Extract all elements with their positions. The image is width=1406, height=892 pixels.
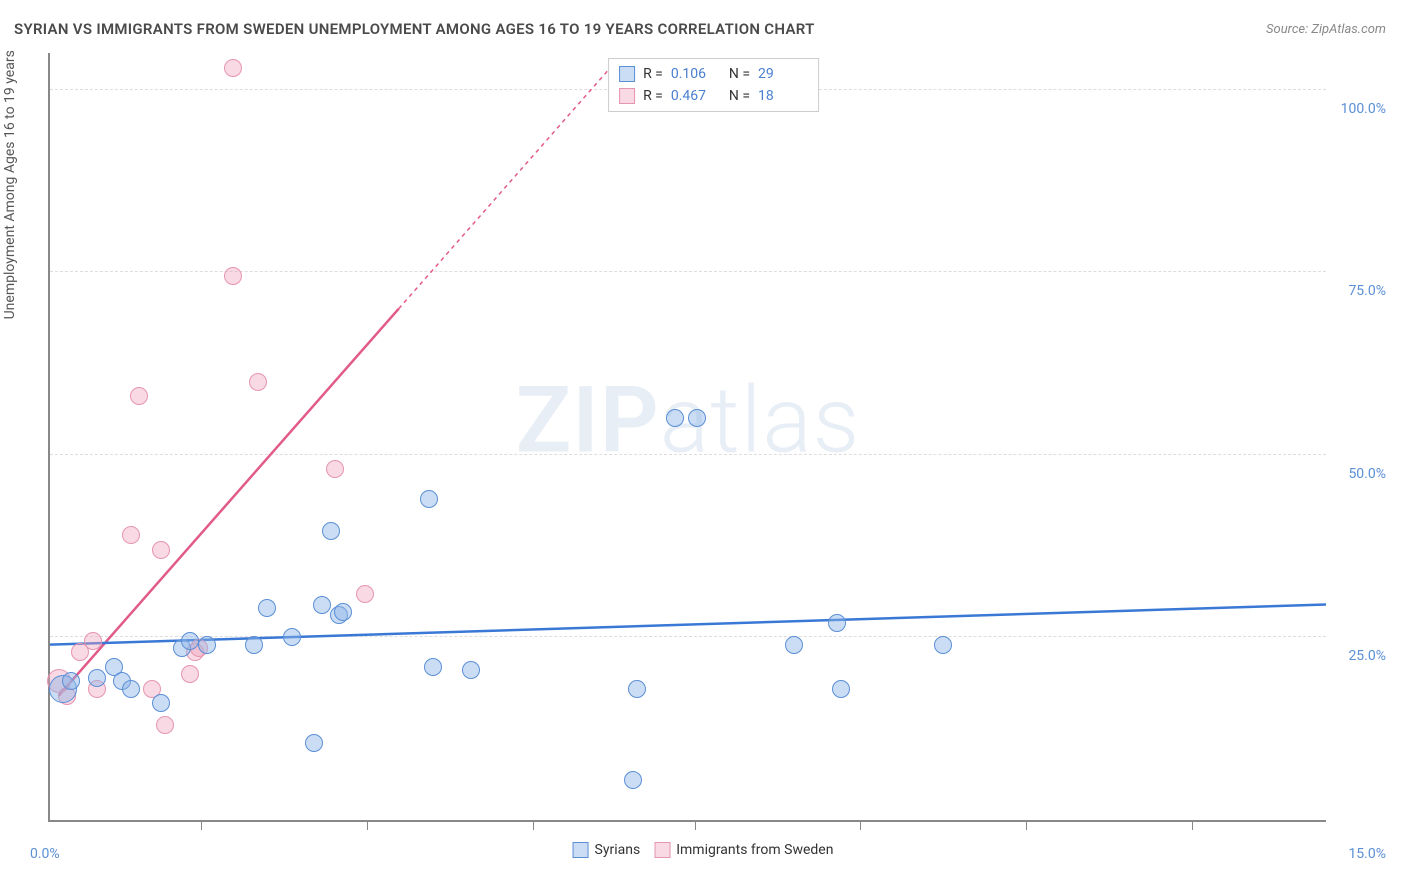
r-label: R = bbox=[643, 85, 663, 107]
data-point bbox=[224, 59, 242, 77]
data-point bbox=[828, 614, 846, 632]
y-tick-label: 25.0% bbox=[1348, 648, 1386, 664]
data-point bbox=[334, 603, 352, 621]
n-label: N = bbox=[729, 63, 750, 85]
data-point bbox=[283, 628, 301, 646]
data-point bbox=[313, 596, 331, 614]
data-point bbox=[628, 680, 646, 698]
data-point bbox=[245, 636, 263, 654]
data-point bbox=[326, 460, 344, 478]
r-value-syrians: 0.106 bbox=[671, 63, 721, 85]
chart-title: SYRIAN VS IMMIGRANTS FROM SWEDEN UNEMPLO… bbox=[14, 20, 815, 38]
data-point bbox=[122, 680, 140, 698]
data-point bbox=[122, 526, 140, 544]
legend-swatch-sweden bbox=[654, 842, 670, 858]
x-axis-min-label: 0.0% bbox=[30, 846, 60, 862]
data-point bbox=[88, 669, 106, 687]
y-tick-label: 50.0% bbox=[1348, 466, 1386, 482]
x-tick bbox=[201, 822, 202, 830]
legend-item-syrians: Syrians bbox=[573, 842, 641, 858]
plot-area: ZIPatlas bbox=[48, 53, 1326, 822]
n-value-sweden: 18 bbox=[758, 85, 808, 107]
x-tick bbox=[1026, 822, 1027, 830]
source-attribution: Source: ZipAtlas.com bbox=[1266, 22, 1386, 37]
data-point bbox=[224, 267, 242, 285]
data-point bbox=[934, 636, 952, 654]
x-tick bbox=[860, 822, 861, 830]
data-point bbox=[462, 661, 480, 679]
x-tick bbox=[695, 822, 696, 830]
x-tick bbox=[1192, 822, 1193, 830]
legend-label-syrians: Syrians bbox=[595, 842, 641, 858]
n-value-syrians: 29 bbox=[758, 63, 808, 85]
trend-line bbox=[59, 309, 399, 696]
data-point bbox=[152, 541, 170, 559]
data-point bbox=[258, 599, 276, 617]
legend-swatch-syrians bbox=[619, 66, 635, 82]
stats-legend-row: R = 0.106 N = 29 bbox=[619, 63, 808, 85]
data-point bbox=[62, 672, 80, 690]
trend-lines-svg bbox=[50, 53, 1326, 820]
data-point bbox=[785, 636, 803, 654]
x-tick bbox=[367, 822, 368, 830]
x-axis-max-label: 15.0% bbox=[1348, 846, 1386, 862]
data-point bbox=[322, 522, 340, 540]
chart-container: SYRIAN VS IMMIGRANTS FROM SWEDEN UNEMPLO… bbox=[0, 0, 1406, 892]
data-point bbox=[624, 771, 642, 789]
data-point bbox=[420, 490, 438, 508]
data-point bbox=[688, 409, 706, 427]
data-point bbox=[181, 632, 199, 650]
n-label: N = bbox=[729, 85, 750, 107]
data-point bbox=[130, 387, 148, 405]
r-value-sweden: 0.467 bbox=[671, 85, 721, 107]
series-legend: Syrians Immigrants from Sweden bbox=[573, 842, 834, 858]
trend-line bbox=[50, 605, 1326, 645]
stats-legend: R = 0.106 N = 29 R = 0.467 N = 18 bbox=[608, 58, 819, 112]
legend-swatch-sweden bbox=[619, 88, 635, 104]
data-point bbox=[666, 409, 684, 427]
trend-line bbox=[399, 71, 607, 308]
data-point bbox=[305, 734, 323, 752]
data-point bbox=[198, 636, 216, 654]
y-tick-label: 100.0% bbox=[1341, 101, 1386, 117]
y-axis-label: Unemployment Among Ages 16 to 19 years bbox=[2, 50, 18, 319]
data-point bbox=[249, 373, 267, 391]
x-tick bbox=[533, 822, 534, 830]
data-point bbox=[152, 694, 170, 712]
data-point bbox=[181, 665, 199, 683]
stats-legend-row: R = 0.467 N = 18 bbox=[619, 85, 808, 107]
legend-label-sweden: Immigrants from Sweden bbox=[676, 842, 833, 858]
r-label: R = bbox=[643, 63, 663, 85]
y-tick-label: 75.0% bbox=[1348, 283, 1386, 299]
data-point bbox=[156, 716, 174, 734]
data-point bbox=[832, 680, 850, 698]
legend-item-sweden: Immigrants from Sweden bbox=[654, 842, 833, 858]
legend-swatch-syrians bbox=[573, 842, 589, 858]
data-point bbox=[84, 632, 102, 650]
data-point bbox=[356, 585, 374, 603]
data-point bbox=[424, 658, 442, 676]
